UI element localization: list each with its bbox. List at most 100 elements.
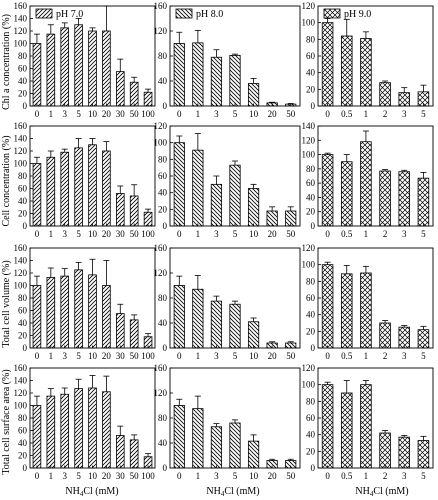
x-tick-label: 2 <box>383 351 388 361</box>
legend-swatch <box>323 8 341 19</box>
bar <box>247 321 260 349</box>
x-axis-label-subscript: 4 <box>80 490 84 498</box>
bar <box>229 303 241 349</box>
y-tick-label: 80 <box>306 34 316 44</box>
x-tick-label: 3 <box>62 471 67 481</box>
x-tick-label: 5 <box>233 109 238 119</box>
y-tick-label: 0 <box>163 101 168 111</box>
panel-r2-c1: 0 40 80 120 160 0 1 3 5 10 20 50 <box>154 243 301 361</box>
y-tick-label: 0 <box>163 343 168 353</box>
x-tick-label: 5 <box>76 109 81 119</box>
x-tick-label: 3 <box>62 229 67 239</box>
y-tick-label: 60 <box>158 171 168 181</box>
y-tick-label: 40 <box>158 318 168 328</box>
bar <box>173 405 185 469</box>
bar <box>192 288 204 349</box>
x-tick-label: 50 <box>286 471 296 481</box>
y-tick-label: 20 <box>18 89 28 99</box>
x-tick-label: 1 <box>49 351 54 361</box>
bar <box>46 156 56 227</box>
y-tick-label: 60 <box>306 178 316 188</box>
x-tick-label: 10 <box>88 471 98 481</box>
y-tick-label: 80 <box>158 51 168 61</box>
y-tick-label: 40 <box>306 430 316 440</box>
bar <box>321 154 334 227</box>
y-tick-label: 40 <box>306 68 316 78</box>
bar <box>192 42 204 107</box>
legend-label: pH 7.0 <box>56 9 83 20</box>
bar <box>210 56 223 107</box>
x-tick-label: 2 <box>383 229 388 239</box>
y-tick-label: 60 <box>306 413 316 423</box>
bar <box>129 319 139 349</box>
x-tick-label: 20 <box>268 351 278 361</box>
bar <box>360 384 372 469</box>
y-tick-label: 60 <box>18 426 28 436</box>
x-tick-label: 1 <box>196 229 201 239</box>
y-tick-label: 20 <box>306 446 316 456</box>
x-tick-label: 20 <box>268 109 278 119</box>
y-tick-label: 0 <box>23 343 28 353</box>
x-tick-label: 100 <box>141 109 155 119</box>
panel-r1-c1: 0 20 40 60 80 100 120 0 1 3 5 10 20 50 <box>154 121 301 239</box>
bar <box>129 195 139 227</box>
y-tick-label: 80 <box>306 276 316 286</box>
bar <box>210 183 223 227</box>
legend-label: pH 8.0 <box>196 9 223 20</box>
x-tick-label: 0 <box>177 351 182 361</box>
y-tick-label: 40 <box>306 310 316 320</box>
bar <box>229 422 241 469</box>
bar <box>74 269 83 349</box>
x-tick-label: 20 <box>102 229 112 239</box>
bar <box>32 43 42 107</box>
x-tick-label: 5 <box>76 351 81 361</box>
bar <box>417 329 430 349</box>
y-tick-label: 40 <box>18 76 28 86</box>
x-tick-label: 50 <box>286 351 296 361</box>
bar <box>340 161 353 227</box>
bar <box>173 142 185 227</box>
y-tick-label: 0 <box>311 221 316 231</box>
x-tick-label: 10 <box>249 229 259 239</box>
x-tick-label: 3 <box>402 471 407 481</box>
x-tick-label: 0 <box>177 109 182 119</box>
x-tick-label: 3 <box>214 109 219 119</box>
x-tick-label: 20 <box>102 471 112 481</box>
y-tick-label: 120 <box>154 121 168 131</box>
y-tick-label: 100 <box>14 281 28 291</box>
x-tick-label: 5 <box>76 471 81 481</box>
x-axis-label-col-1: NH4Cl (mM) <box>206 486 259 498</box>
x-tick-label: 3 <box>62 351 67 361</box>
x-tick-label: 1 <box>364 351 369 361</box>
bar <box>192 149 204 227</box>
x-tick-label: 5 <box>76 229 81 239</box>
x-tick-label: 2 <box>383 109 388 119</box>
panel-r1-c2: 0 20 40 60 80 100 120 140 0 0.5 1 2 3 5 <box>302 121 434 239</box>
bar <box>115 313 125 349</box>
x-tick-label: 50 <box>130 229 140 239</box>
x-tick-label: 20 <box>102 351 112 361</box>
bar <box>32 405 42 469</box>
y-tick-label: 120 <box>154 26 168 36</box>
bar <box>417 177 430 227</box>
x-tick-label: 0.5 <box>341 229 353 239</box>
x-tick-label: 1 <box>49 471 54 481</box>
y-tick-label: 40 <box>18 318 28 328</box>
y-tick-label: 140 <box>14 14 28 24</box>
y-tick-label: 80 <box>18 171 28 181</box>
bar <box>60 393 70 469</box>
bar <box>340 392 353 469</box>
row-ylabel-0: Chl a concentration (%) <box>1 14 12 110</box>
bar <box>74 388 83 469</box>
x-tick-label: 10 <box>249 109 259 119</box>
panel-r2-c2: 0 20 40 60 80 100 120 0 0.5 1 2 3 5 <box>302 243 434 361</box>
bar <box>46 33 56 107</box>
y-tick-label: 60 <box>18 64 28 74</box>
y-tick-label: 40 <box>158 438 168 448</box>
x-tick-label: 5 <box>233 229 238 239</box>
bar <box>46 276 56 349</box>
y-tick-label: 60 <box>306 293 316 303</box>
x-axis-label-rest: Cl (mM) <box>83 486 118 497</box>
bar <box>360 141 372 227</box>
